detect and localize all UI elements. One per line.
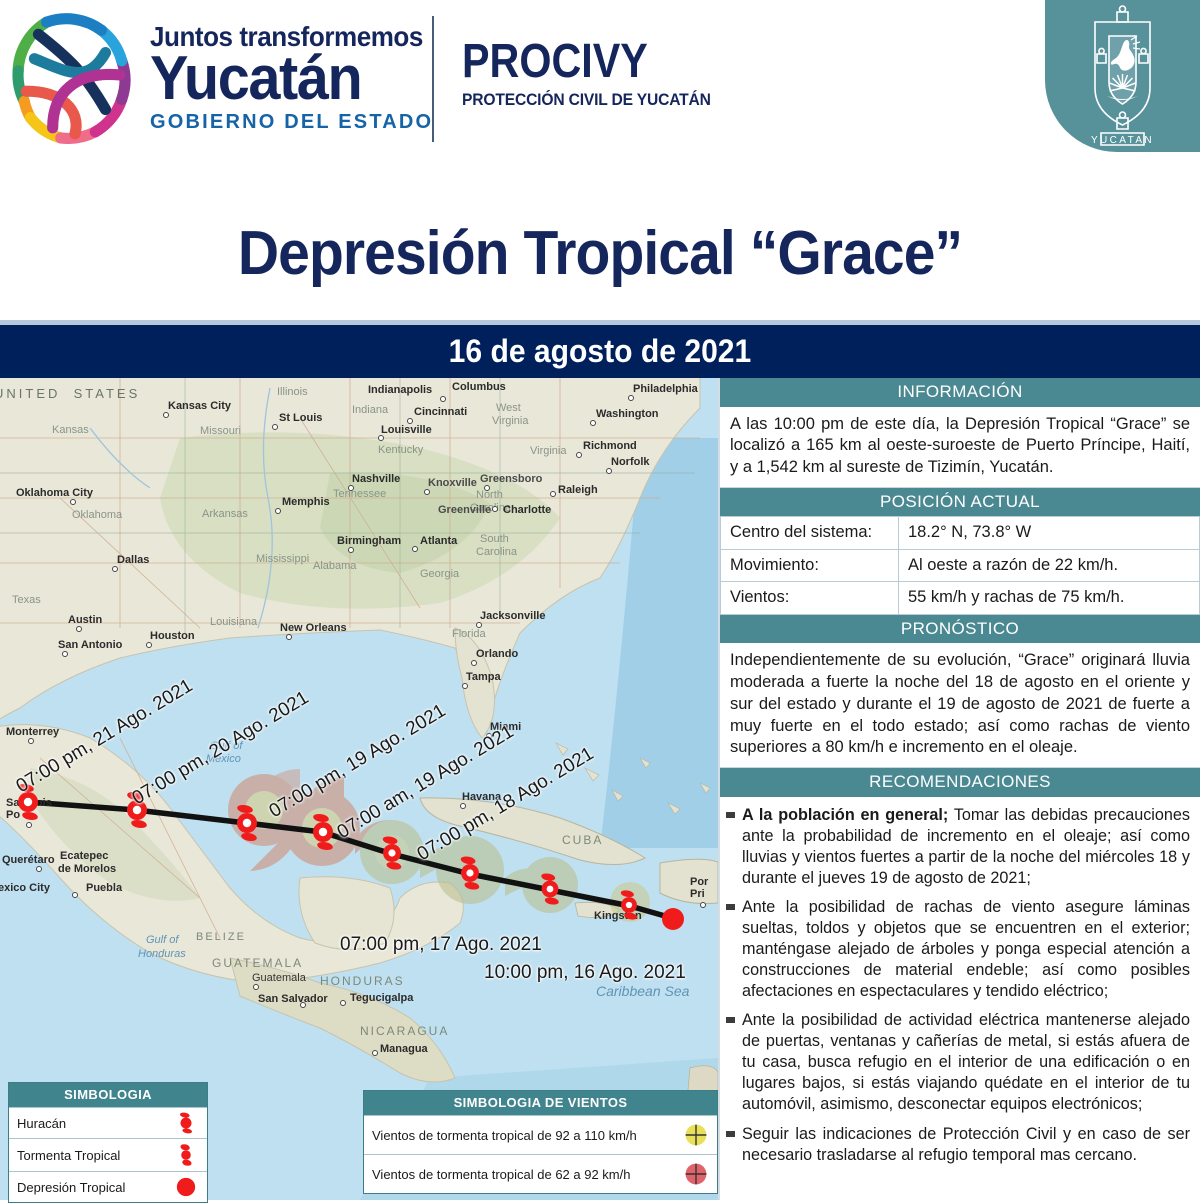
recomendaciones-header: RECOMENDACIONES [720, 768, 1200, 797]
gov-state-name: Yucatán [150, 44, 363, 114]
bullet-icon [726, 1130, 735, 1137]
row-key: Vientos: [720, 581, 899, 615]
row-key: Centro del sistema: [720, 516, 899, 550]
row-value: Al oeste a razón de 22 km/h. [898, 548, 1200, 583]
legend-row-tormenta-tropical: Tormenta Tropical [9, 1138, 207, 1171]
rec-body: Seguir las indicaciones de Protección Ci… [742, 1124, 1190, 1164]
rec-body: Ante la posibilidad de actividad eléctri… [742, 1011, 1190, 1114]
legend-row-vientos-92-110: Vientos de tormenta tropical de 92 a 110… [364, 1115, 717, 1154]
pronostico-body: Independientemente de su evolución, “Gra… [720, 643, 1200, 769]
tropical-depression-icon [173, 1176, 199, 1198]
legend-vientos: SIMBOLOGIA DE VIENTOS Vientos de torment… [363, 1090, 718, 1194]
title-zone: Depresión Tropical “Grace” [0, 166, 1200, 320]
yucatan-coat-of-arms-icon: YUCATAN [1091, 5, 1154, 146]
list-item: Seguir las indicaciones de Protección Ci… [726, 1124, 1190, 1166]
list-item: Ante la posibilidad de rachas de viento … [726, 897, 1190, 1002]
header-divider [432, 16, 434, 142]
legend-simbologia: SIMBOLOGIA Huracán Tormenta Tropical [8, 1082, 208, 1203]
recomendaciones-list: A la población en general; Tomar las deb… [720, 796, 1200, 1178]
legend-label: Huracán [17, 1115, 67, 1131]
legend-row-depresion-tropical: Depresión Tropical [9, 1171, 207, 1202]
rec-body: Tomar las debidas precauciones ante la p… [742, 805, 1190, 887]
yucatan-weave-mark [12, 13, 131, 144]
legend-label: Tormenta Tropical [17, 1147, 121, 1163]
date-banner: 16 de agosto de 2021 [0, 320, 1200, 378]
tropical-storm-icon [173, 1143, 199, 1167]
row-value: 18.2° N, 73.8° W [898, 516, 1200, 550]
legend-simbologia-title: SIMBOLOGIA [9, 1083, 207, 1107]
hurricane-track-map[interactable]: UNITED STATES Kansas Missouri Illinois I… [0, 378, 718, 1200]
posicion-actual-header: POSICIÓN ACTUAL [720, 487, 1200, 517]
info-panel: INFORMACIÓN A las 10:00 pm de este día, … [718, 378, 1200, 1200]
wind-swath-yellow-icon [683, 1120, 709, 1150]
shield-label: YUCATAN [1091, 135, 1154, 146]
gov-tagline: Juntos transformemos [150, 21, 423, 53]
page-header: Juntos transformemos Yucatán GOBIERNO DE… [0, 0, 1200, 166]
map-basemap [0, 378, 718, 1200]
yucatan-government-logo: Juntos transformemos Yucatán GOBIERNO DE… [8, 12, 443, 144]
legend-label: Vientos de tormenta tropical de 62 a 92 … [372, 1166, 631, 1182]
page-title: Depresión Tropical “Grace” [237, 219, 963, 288]
list-item: Ante la posibilidad de actividad eléctri… [726, 1010, 1190, 1115]
procivy-subtitle: PROTECCIÓN CIVIL DE YUCATÁN [462, 90, 711, 109]
row-value: 55 km/h y rachas de 75 km/h. [898, 581, 1200, 615]
wind-swath-red-icon [683, 1159, 709, 1189]
yucatan-shield-panel: YUCATAN [1045, 0, 1200, 152]
procivy-name: PROCIVY [462, 35, 648, 88]
rec-lead: A la población en general; [742, 805, 949, 824]
table-row: Vientos: 55 km/h y rachas de 75 km/h. [720, 581, 1200, 615]
procivy-logo: PROCIVY PROTECCIÓN CIVIL DE YUCATÁN [462, 38, 732, 110]
informacion-body: A las 10:00 pm de este día, la Depresión… [720, 406, 1200, 488]
bullet-icon [726, 811, 735, 818]
list-item: A la población en general; Tomar las deb… [726, 805, 1190, 889]
legend-label: Vientos de tormenta tropical de 92 a 110… [372, 1127, 637, 1143]
informacion-header: INFORMACIÓN [720, 378, 1200, 407]
legend-label: Depresión Tropical [17, 1179, 126, 1195]
pronostico-header: PRONÓSTICO [720, 614, 1200, 644]
rec-body: Ante la posibilidad de rachas de viento … [742, 897, 1190, 1001]
date-text: 16 de agosto de 2021 [448, 333, 752, 369]
legend-row-huracan: Huracán [9, 1107, 207, 1138]
table-row: Centro del sistema: 18.2° N, 73.8° W [720, 516, 1200, 550]
bullet-icon [726, 903, 735, 910]
posicion-actual-table: Centro del sistema: 18.2° N, 73.8° W Mov… [720, 516, 1200, 615]
legend-row-vientos-62-92: Vientos de tormenta tropical de 62 a 92 … [364, 1154, 717, 1193]
table-row: Movimiento: Al oeste a razón de 22 km/h. [720, 548, 1200, 583]
legend-vientos-title: SIMBOLOGIA DE VIENTOS [364, 1091, 717, 1115]
rec-text: A la población en general; Tomar las deb… [742, 805, 1190, 889]
hurricane-icon [173, 1112, 199, 1134]
bullet-icon [726, 1017, 735, 1024]
gov-subtitle: GOBIERNO DEL ESTADO [150, 110, 434, 133]
row-key: Movimiento: [720, 548, 899, 583]
